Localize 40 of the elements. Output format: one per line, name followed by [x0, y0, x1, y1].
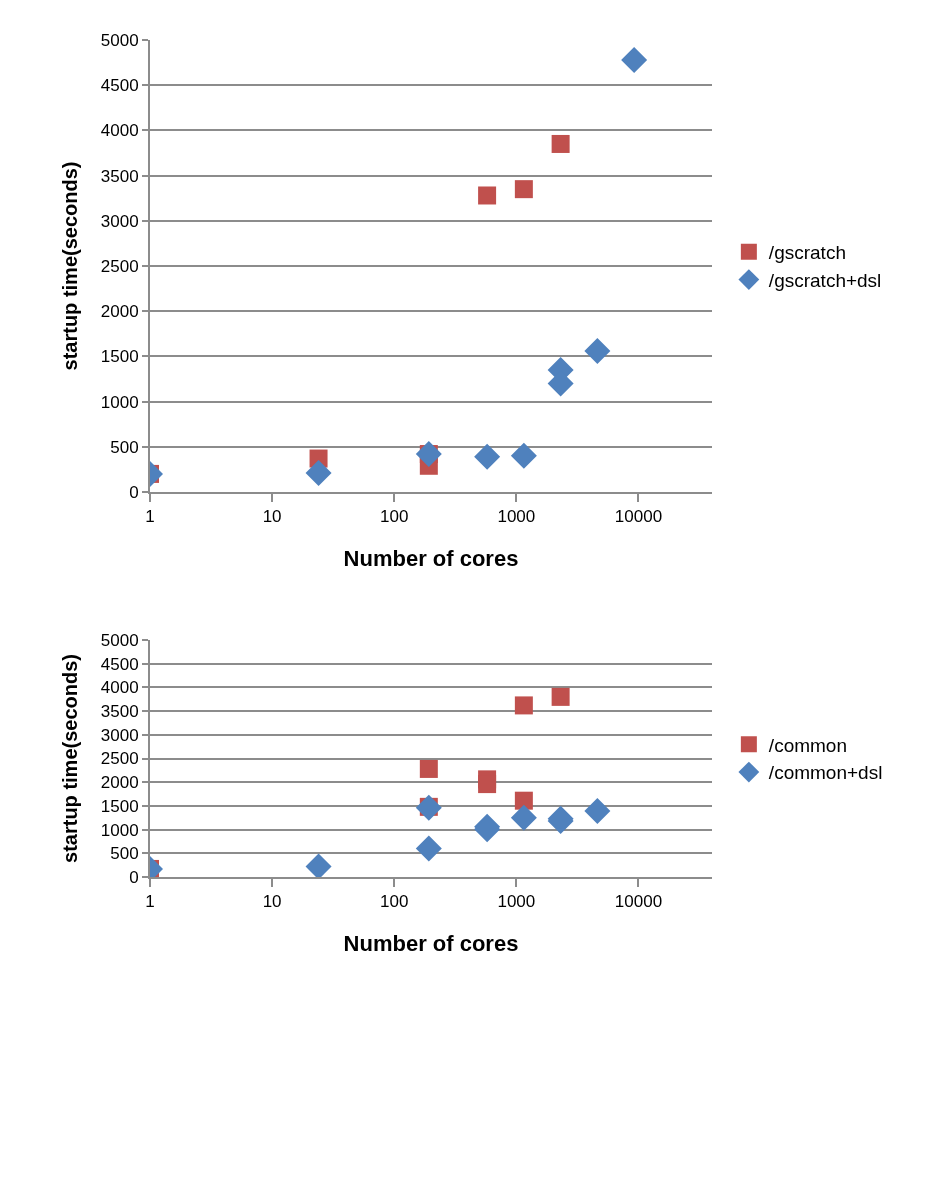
x-axis-title: Number of cores: [343, 545, 519, 571]
y-tick-label: 1000: [100, 820, 139, 840]
x-tick-label: 10: [262, 892, 282, 912]
y-tick-label: 0: [129, 867, 139, 887]
y-tick-label: 4000: [100, 678, 139, 698]
x-tick-label: 1: [145, 892, 155, 912]
legend-label: /common: [768, 734, 847, 756]
y-tick-label: 3000: [100, 211, 139, 231]
legend-label: /gscratch+dsl: [768, 269, 882, 291]
x-tick-label: 100: [380, 892, 409, 912]
x-tick-label: 100: [380, 507, 409, 527]
y-tick-label: 1000: [100, 392, 139, 412]
y-tick-label: 4500: [100, 654, 139, 674]
x-axis-title: Number of cores: [343, 930, 519, 956]
y-tick-label: 5000: [100, 30, 139, 50]
y-tick-label: 4000: [100, 121, 139, 141]
y-tick-label: 3000: [100, 725, 139, 745]
y-tick-label: 500: [110, 844, 139, 864]
x-tick-label: 10000: [614, 892, 663, 912]
y-axis-title: startup time(seconds): [58, 654, 81, 863]
y-tick-label: 500: [110, 437, 139, 457]
x-tick-label: 1000: [497, 507, 536, 527]
y-tick-label: 2500: [100, 749, 139, 769]
y-tick-label: 3500: [100, 702, 139, 722]
y-tick-label: 0: [129, 482, 139, 502]
y-tick-label: 5000: [100, 630, 139, 650]
y-tick-label: 2000: [100, 773, 139, 793]
y-tick-label: 3500: [100, 166, 139, 186]
y-tick-label: 2500: [100, 256, 139, 276]
y-tick-label: 4500: [100, 76, 139, 96]
x-tick-label: 10: [262, 507, 282, 527]
x-tick-label: 1000: [497, 892, 536, 912]
y-tick-label: 1500: [100, 347, 139, 367]
x-tick-label: 10000: [614, 507, 663, 527]
x-tick-label: 1: [145, 507, 155, 527]
y-axis-title: startup time(seconds): [58, 161, 81, 371]
legend-label: /common+dsl: [768, 762, 883, 784]
y-tick-label: 1500: [100, 796, 139, 816]
y-tick-label: 2000: [100, 302, 139, 322]
legend-label: /gscratch: [768, 242, 846, 264]
